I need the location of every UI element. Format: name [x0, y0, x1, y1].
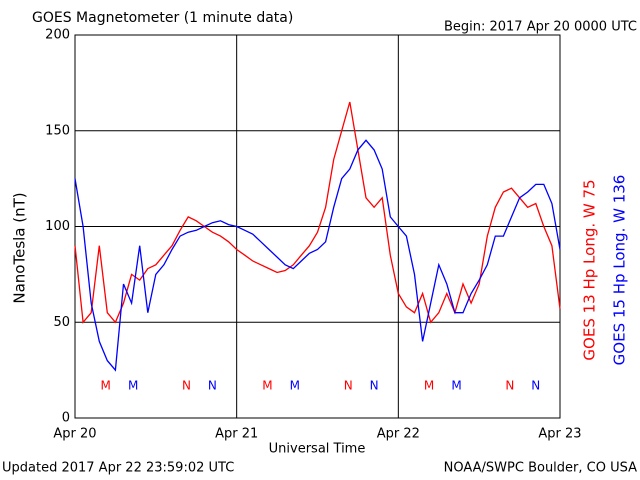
series-line: [74, 101, 561, 324]
y-tick-label: 100: [45, 219, 70, 234]
footer-right: NOAA/SWPC Boulder, CO USA: [444, 461, 637, 476]
y-tick-label: 150: [45, 123, 70, 138]
annotation: M: [128, 379, 138, 393]
annotation: M: [101, 379, 111, 393]
annotation: M: [262, 379, 272, 393]
legend-entry: GOES 15 Hp Long. W 136: [611, 175, 629, 366]
annotation: M: [290, 379, 300, 393]
chart-title: GOES Magnetometer (1 minute data): [32, 10, 293, 26]
annotation: M: [451, 379, 461, 393]
legend-entry: GOES 13 Hp Long. W 75: [581, 179, 599, 360]
x-tick-label: Apr 22: [377, 427, 420, 442]
y-tick-label: 50: [53, 315, 70, 330]
chart-subtitle: Begin: 2017 Apr 20 0000 UTC: [444, 20, 637, 35]
annotation: N: [208, 379, 217, 393]
annotation: M: [424, 379, 434, 393]
x-tick-label: Apr 20: [53, 427, 96, 442]
footer-left: Updated 2017 Apr 22 23:59:02 UTC: [2, 461, 234, 476]
y-axis-label: NanoTesla (nT): [11, 192, 29, 303]
y-tick-label: 200: [45, 28, 70, 43]
annotation: N: [505, 379, 514, 393]
annotation: N: [531, 379, 540, 393]
x-axis-label: Universal Time: [269, 442, 366, 457]
x-tick-label: Apr 21: [215, 427, 258, 442]
y-tick-label: 0: [62, 411, 70, 426]
annotation: N: [370, 379, 379, 393]
annotation: N: [344, 379, 353, 393]
series-line: [74, 139, 561, 372]
x-tick-label: Apr 23: [538, 427, 581, 442]
annotation: N: [182, 379, 191, 393]
